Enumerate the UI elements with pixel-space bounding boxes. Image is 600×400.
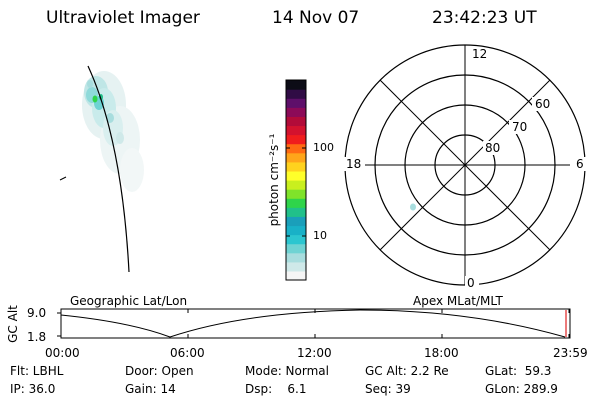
polar-label-0: 0 — [467, 276, 475, 290]
polar-lat-80: 80 — [485, 141, 501, 155]
terminator-line — [87, 65, 130, 273]
colorbar-cell — [286, 252, 306, 263]
timeline-right-title: Apex MLat/MLT — [413, 294, 503, 308]
info-ip: IP: 36.0 — [10, 382, 56, 396]
colorbar-cell — [286, 161, 306, 172]
colorbar-cell — [286, 234, 306, 245]
instrument-title: Ultraviolet Imager — [46, 8, 200, 28]
info-dsp: Dsp: 6.1 — [245, 382, 307, 396]
colorbar-tick-100: 100 — [313, 141, 334, 154]
polar-label-12: 12 — [472, 47, 488, 61]
colorbar-ticks — [286, 147, 306, 237]
colorbar-cell — [286, 243, 306, 254]
colorbar-tick-10: 10 — [313, 229, 327, 242]
colorbar-cell — [286, 180, 306, 190]
polar-label-18: 18 — [346, 157, 362, 171]
colorbar-cell — [286, 98, 306, 108]
colorbar-cell — [286, 261, 306, 272]
timeline-left-title: Geographic Lat/Lon — [70, 294, 188, 308]
timeline-ytick-9: 9.0 — [27, 306, 47, 320]
colorbar-cell — [286, 152, 306, 163]
colorbar-cell — [286, 107, 306, 117]
info-mode: Mode: Normal — [245, 364, 329, 378]
timeline-xtick-2359: 23:59 — [553, 346, 588, 360]
colorbar-cell — [286, 170, 306, 181]
colorbar-cell — [286, 80, 306, 90]
colorbar-cell — [286, 125, 306, 136]
altitude-curve — [60, 309, 566, 338]
info-glat: GLat: 59.3 — [485, 364, 552, 378]
info-seq: Seq: 39 — [365, 382, 411, 396]
polar-label-6: 6 — [576, 157, 584, 171]
colorbar-cell — [286, 134, 306, 145]
timeline-ticks — [57, 309, 570, 338]
time-label: 23:42:23 UT — [432, 8, 537, 28]
info-filter: Flt: LBHL — [10, 364, 64, 378]
colorbar-cell — [286, 116, 306, 127]
colorbar-cell — [286, 270, 306, 281]
info-gc-alt: GC Alt: 2.2 Re — [365, 364, 449, 378]
coast-fragment — [59, 176, 67, 181]
info-door: Door: Open — [125, 364, 194, 378]
colorbar-cell — [286, 216, 306, 227]
info-glon: GLon: 289.9 — [485, 382, 558, 396]
timeline-frame — [60, 308, 571, 339]
colorbar-cell — [286, 207, 306, 217]
polar-lat-70: 70 — [512, 120, 528, 134]
colorbar-cell — [286, 89, 306, 99]
timeline-xtick-0600: 06:00 — [170, 346, 205, 360]
timeline-xtick-0000: 00:00 — [45, 346, 80, 360]
timeline-ytick-1-8: 1.8 — [27, 330, 47, 344]
colorbar-cell — [286, 143, 306, 154]
date-label: 14 Nov 07 — [272, 8, 360, 28]
aurora-glow — [82, 71, 416, 211]
polar-spokes — [345, 45, 585, 285]
info-gain: Gain: 14 — [125, 382, 176, 396]
timeline-xtick-1800: 18:00 — [424, 346, 459, 360]
polar-lat-60: 60 — [535, 97, 551, 111]
colorbar-cell — [286, 198, 306, 208]
colorbar-cell — [286, 225, 306, 236]
timeline-xtick-1200: 12:00 — [297, 346, 332, 360]
colorbar-cell — [286, 189, 306, 199]
